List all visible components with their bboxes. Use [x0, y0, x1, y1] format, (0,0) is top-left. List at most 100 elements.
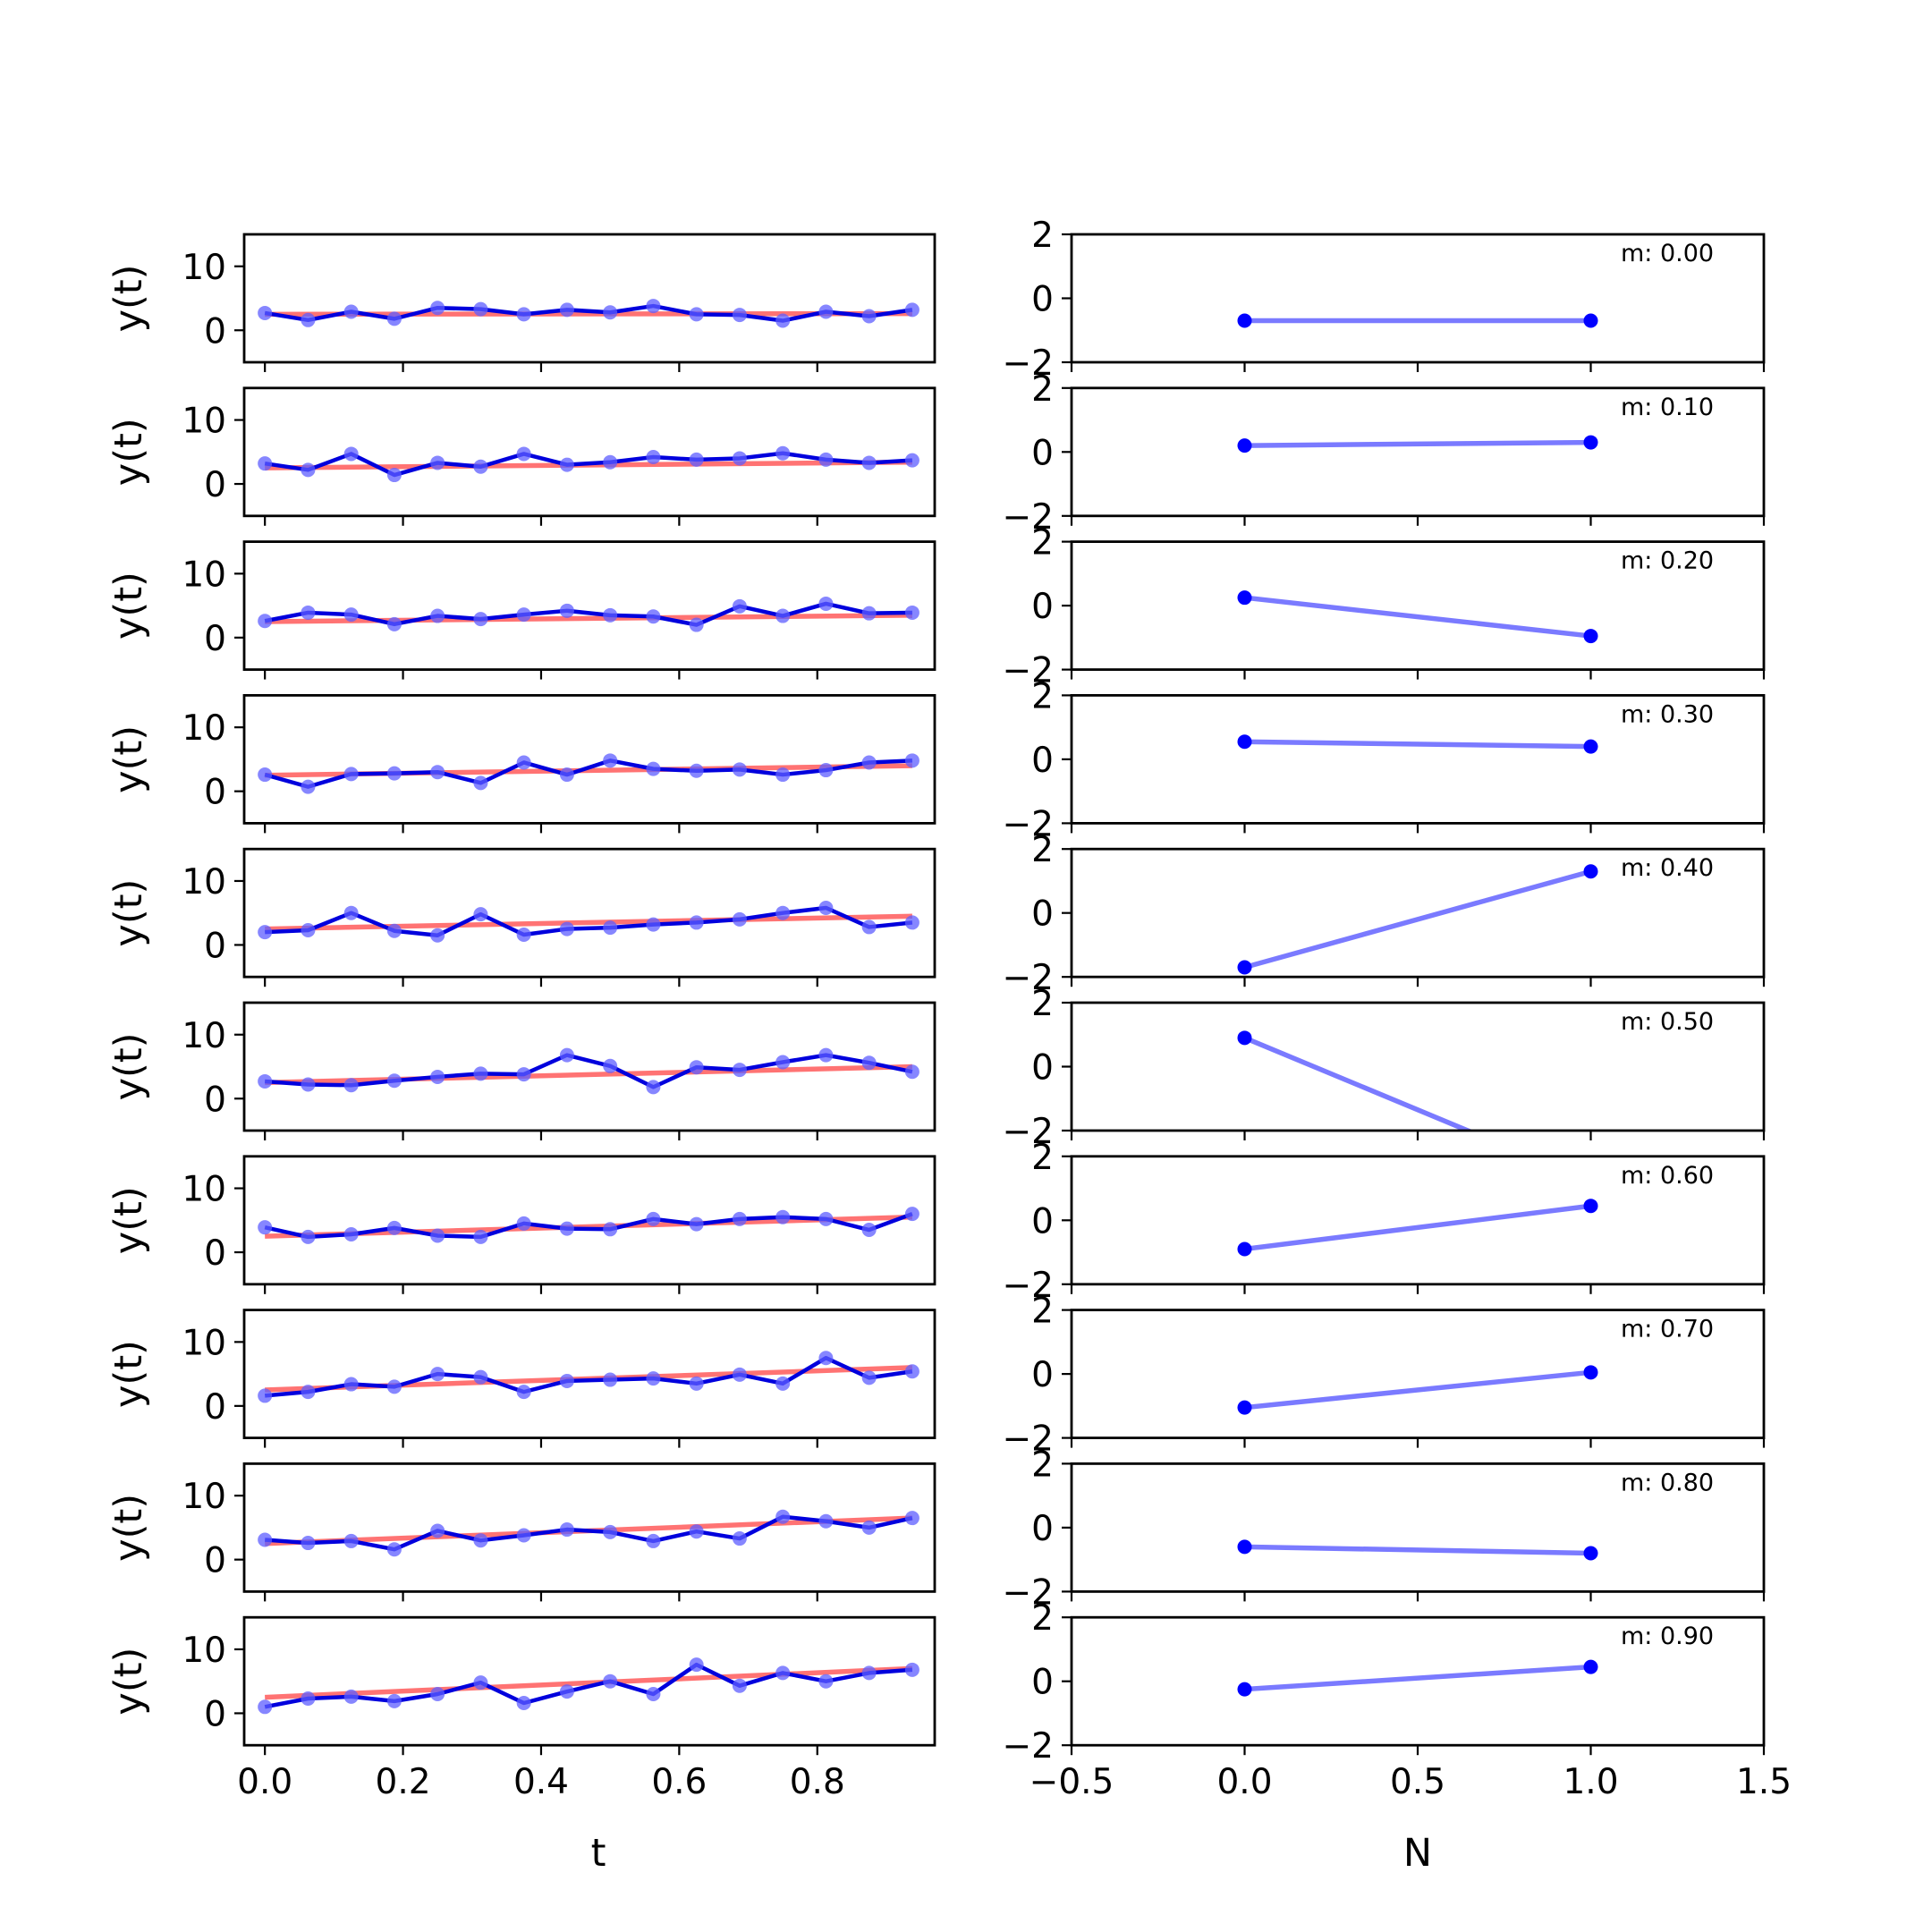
data-point-3-2 [343, 767, 359, 782]
data-point-9-2 [343, 1689, 359, 1704]
data-point-3-1 [301, 779, 316, 794]
right-plot-area-5 [1237, 1030, 1598, 1189]
right-plot-area-8 [1237, 1539, 1598, 1561]
data-point-9-5 [473, 1675, 488, 1690]
data-point-2-8 [603, 607, 618, 623]
left-ytick-label-3-0: 0 [204, 773, 226, 813]
data-point-3-13 [818, 763, 834, 778]
left-ytick-label-4-1: 10 [182, 862, 226, 902]
data-point-0-8 [603, 305, 618, 320]
left-panel-8: 0 10 y(t) [106, 1462, 936, 1602]
n-point-4-1 [1583, 864, 1598, 879]
data-point-8-0 [258, 1532, 273, 1547]
right-ytick-label-5-1: 0 [1031, 1048, 1054, 1089]
n-point-6-0 [1237, 1241, 1252, 1257]
left-ytick-label-7-0: 0 [204, 1387, 226, 1428]
data-point-9-9 [646, 1687, 661, 1701]
data-point-5-14 [861, 1055, 877, 1071]
data-point-0-5 [473, 301, 488, 317]
data-point-9-14 [861, 1665, 877, 1681]
n-point-8-0 [1237, 1539, 1252, 1555]
right-xtick-label-2: 0.5 [1390, 1762, 1445, 1802]
data-point-0-4 [430, 301, 445, 316]
data-point-4-12 [775, 905, 791, 920]
data-point-2-12 [775, 608, 791, 623]
data-point-2-10 [689, 617, 704, 632]
data-point-6-9 [646, 1211, 661, 1226]
data-point-4-0 [258, 925, 273, 940]
data-point-8-5 [473, 1533, 488, 1548]
data-point-2-4 [430, 608, 445, 623]
data-point-9-3 [386, 1693, 402, 1708]
right-ytick-label-1-1: 0 [1031, 433, 1054, 473]
data-point-3-6 [516, 755, 531, 770]
data-point-1-8 [603, 454, 618, 470]
left-panel-0: 0 10 y(t) [106, 233, 936, 372]
right-ytick-label-4-2: 2 [1031, 830, 1054, 870]
data-line-5 [264, 1053, 913, 1089]
right-ytick-label-0-1: 0 [1031, 280, 1054, 320]
n-point-5-1 [1584, 1174, 1598, 1189]
data-point-0-3 [386, 311, 402, 326]
n-point-1-0 [1237, 438, 1252, 453]
data-point-5-2 [343, 1078, 359, 1093]
n-line-6 [1244, 1203, 1591, 1252]
data-point-0-14 [861, 309, 877, 324]
slope-annotation-5: m: 0.50 [1621, 1008, 1714, 1036]
left-plot-area-2 [258, 596, 919, 632]
data-point-3-10 [689, 763, 704, 778]
data-point-9-13 [818, 1674, 834, 1689]
data-point-3-3 [386, 766, 402, 781]
right-plot-area-7 [1237, 1365, 1598, 1415]
data-point-8-4 [430, 1523, 445, 1538]
data-line-0 [264, 303, 913, 323]
right-ytick-label-2-0: −2 [1003, 651, 1055, 691]
data-point-5-8 [603, 1058, 618, 1073]
left-xtick-label-3: 0.6 [651, 1762, 707, 1802]
data-point-8-7 [559, 1522, 574, 1538]
left-ylabel-4: y(t) [106, 879, 151, 947]
data-line-2 [264, 601, 912, 627]
data-point-0-13 [818, 304, 834, 319]
right-ytick-label-8-2: 2 [1031, 1445, 1054, 1485]
data-point-9-12 [775, 1665, 791, 1681]
data-point-3-11 [732, 762, 747, 777]
data-point-5-9 [646, 1080, 661, 1095]
data-point-8-8 [603, 1524, 618, 1539]
data-point-7-8 [603, 1372, 618, 1387]
data-line-8 [264, 1514, 913, 1552]
data-point-0-11 [732, 308, 747, 323]
data-point-4-3 [386, 923, 402, 938]
left-ylabel-1: y(t) [106, 418, 151, 486]
data-point-9-10 [689, 1657, 704, 1673]
data-point-8-3 [386, 1542, 402, 1557]
data-point-6-15 [904, 1207, 919, 1222]
data-point-9-1 [301, 1691, 316, 1707]
left-ytick-label-5-1: 10 [182, 1016, 226, 1056]
left-panel-3: 0 10 y(t) [106, 694, 936, 834]
right-panel-9: m: 0.90 −2 0 2 −0.5 0.0 0.5 1.0 1.5 [1003, 1598, 1792, 1802]
left-ytick-label-1-0: 0 [204, 465, 226, 505]
data-point-4-4 [430, 928, 445, 943]
data-point-7-12 [775, 1376, 791, 1391]
fit-line-5 [265, 1063, 912, 1086]
left-axes-frame-8 [242, 1462, 936, 1593]
data-point-7-14 [861, 1370, 877, 1385]
data-point-2-2 [343, 607, 359, 623]
left-ytick-label-6-0: 0 [204, 1233, 226, 1274]
left-plot-area-8 [258, 1509, 919, 1557]
left-panel-9: 0 10 0.0 0.2 0.4 0.6 0.8 y(t) [106, 1615, 936, 1802]
data-point-5-13 [818, 1047, 834, 1063]
data-point-3-14 [861, 755, 877, 770]
data-point-1-10 [689, 452, 704, 467]
data-point-1-14 [861, 455, 877, 470]
left-axes-frame-5 [242, 1001, 936, 1132]
data-point-1-6 [516, 446, 531, 462]
data-point-1-0 [258, 456, 273, 471]
data-point-5-3 [386, 1073, 402, 1089]
data-point-8-10 [689, 1524, 704, 1539]
slope-annotation-3: m: 0.30 [1621, 700, 1714, 728]
n-point-2-1 [1583, 629, 1598, 644]
data-point-6-8 [603, 1222, 618, 1237]
